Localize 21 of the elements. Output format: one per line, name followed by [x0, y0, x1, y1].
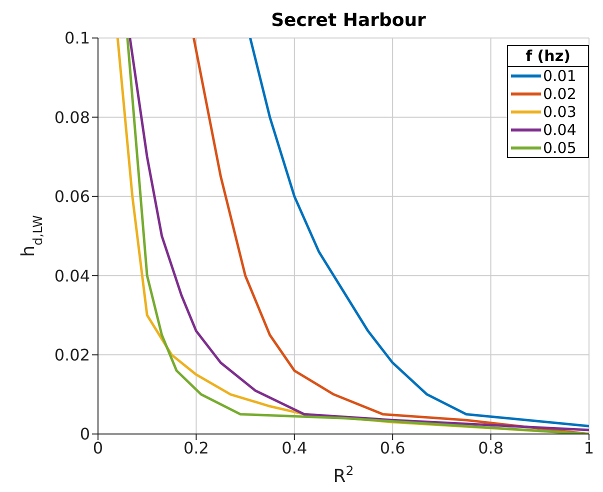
legend-title: f (hz): [508, 46, 588, 67]
x-tick-label: 0.8: [478, 438, 504, 458]
legend-label: 0.02: [543, 85, 576, 103]
x-tick-label: 0.2: [183, 438, 209, 458]
y-tick-label: 0.06: [54, 187, 90, 206]
x-tick-label: 1: [584, 438, 594, 458]
x-tick-label: 0.4: [282, 438, 308, 458]
y-tick-label: 0: [80, 424, 90, 444]
legend-label: 0.04: [543, 121, 576, 139]
y-tick-label: 0.02: [54, 345, 90, 364]
y-tick-label: 0.04: [54, 266, 90, 286]
x-tick-label: 0.6: [380, 438, 406, 458]
x-axis-title: R$^{2}$: [333, 462, 354, 487]
legend-label: 0.03: [543, 103, 576, 121]
line-series: [248, 38, 589, 428]
y-tick-label: 0.08: [54, 108, 90, 127]
legend-label: 0.05: [543, 139, 576, 157]
x-tick-label: 0: [92, 438, 104, 458]
chart-title: Secret Harbour: [271, 10, 426, 31]
legend-label: 0.01: [543, 67, 576, 85]
y-tick-label: 0.1: [64, 28, 90, 48]
